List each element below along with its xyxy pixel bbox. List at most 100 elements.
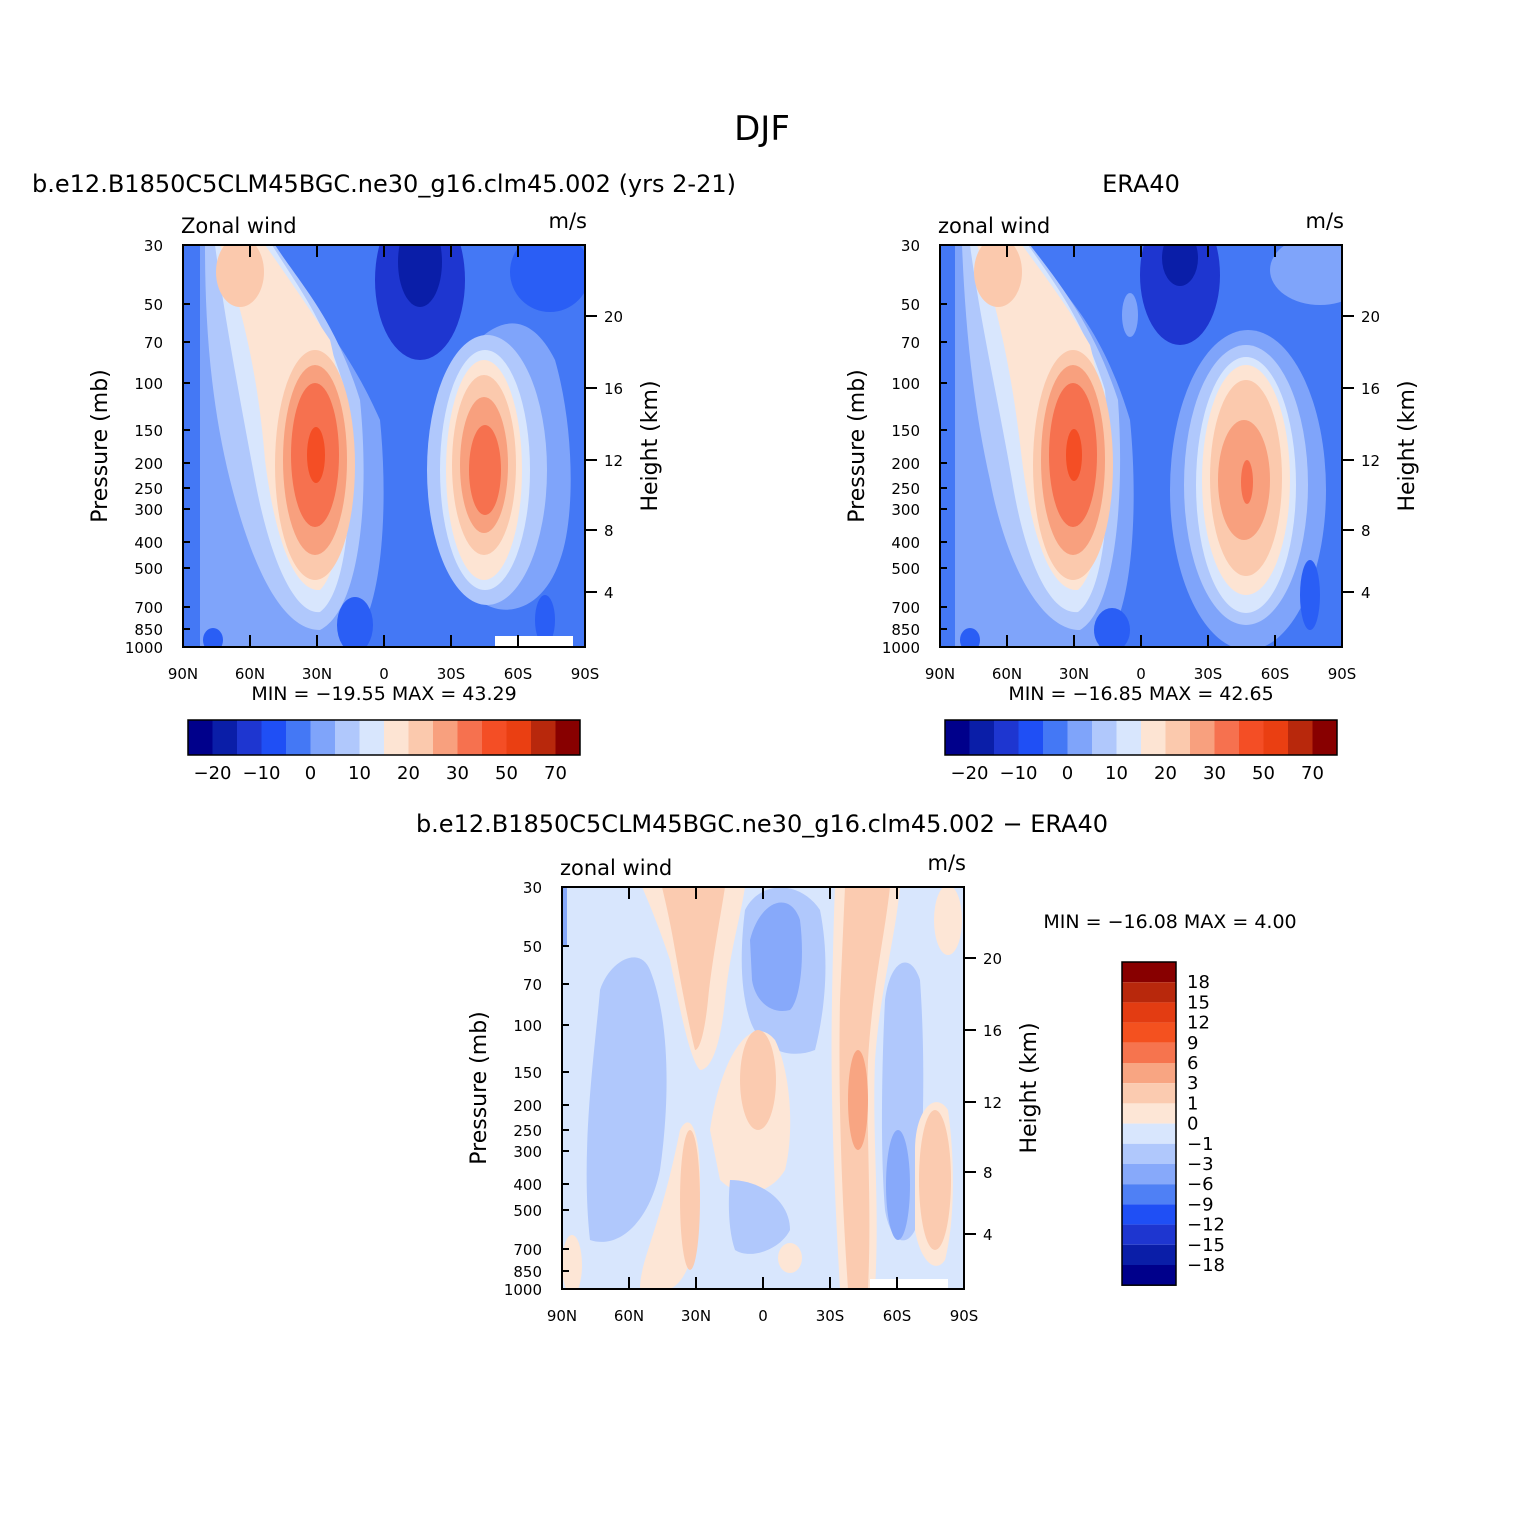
y-tick: 30 [144, 237, 163, 255]
y-tick: 300 [513, 1143, 542, 1161]
y-ticks-right: 20 16 12 8 4 [964, 950, 1002, 1244]
colorbar-box [384, 720, 409, 755]
x-tick: 60S [1261, 665, 1290, 683]
strat-warm [216, 245, 264, 307]
colorbar-box [1122, 1042, 1176, 1063]
x-tick: 30N [1059, 665, 1089, 683]
y-tick-right: 20 [604, 308, 623, 326]
colorbar-label: 0 [305, 763, 316, 784]
pos-region-4 [778, 1243, 802, 1273]
contour-field [940, 245, 1342, 647]
colorbar-box [1122, 1224, 1176, 1245]
colorbar-box [506, 720, 531, 755]
y-tick-right: 20 [983, 950, 1002, 968]
colorbar-box [408, 720, 433, 755]
y-tick: 250 [891, 480, 920, 498]
y-axis-label: Pressure (mb) [88, 369, 113, 523]
x-tick: 0 [1136, 665, 1146, 683]
y-tick-right: 20 [1361, 308, 1380, 326]
colorbar-label: 50 [1252, 763, 1275, 784]
polar-lobe [1270, 245, 1342, 305]
colorbar-box [1263, 720, 1288, 755]
colorbar-box [1165, 720, 1190, 755]
contour-field [562, 887, 964, 1289]
colorbar-box [1122, 1265, 1176, 1286]
x-tick: 90S [950, 1307, 979, 1325]
colorbar-box [286, 720, 311, 755]
colorbar: −20 −10 0 10 20 30 50 70 [187, 719, 581, 784]
y-tick-right: 4 [983, 1226, 993, 1244]
y-tick: 200 [134, 455, 163, 473]
x-tick: 30S [816, 1307, 845, 1325]
pos-region-3b [680, 1130, 700, 1270]
left-label: zonal wind [938, 214, 1050, 238]
y-tick: 500 [891, 560, 920, 578]
contour-bands [955, 245, 1342, 647]
strat-warm [974, 245, 1022, 307]
y-ticks-right: 20 16 12 8 4 [1342, 308, 1380, 602]
colorbar-box [1122, 1022, 1176, 1043]
y-axis-label-right: Height (km) [638, 380, 663, 511]
colorbar-labels: 18 15 12 9 6 3 1 0 −1 −3 −6 −9 −12 −15 −… [1187, 972, 1225, 1276]
surface-min-3 [535, 595, 555, 645]
x-ticks: 90N 60N 30N 0 30S 60S 90S [547, 887, 978, 1325]
colorbar-box [1122, 1184, 1176, 1205]
x-tick: 30S [1194, 665, 1223, 683]
colorbar-frame [944, 719, 1338, 756]
colorbar-box [1116, 720, 1141, 755]
colorbar-box [1122, 1164, 1176, 1185]
colorbar-label: 70 [1301, 763, 1324, 784]
left-label: zonal wind [560, 856, 672, 880]
colorbar-label: −3 [1187, 1154, 1214, 1175]
y-tick-right: 16 [1361, 380, 1380, 398]
y-ticks-right: 20 16 12 8 4 [585, 308, 623, 602]
colorbar-label: 18 [1187, 972, 1210, 993]
y-tick: 500 [134, 560, 163, 578]
colorbar-box [457, 720, 482, 755]
colorbar-label: 20 [397, 763, 420, 784]
colorbar-box [212, 720, 237, 755]
panel-model: b.e12.B1850C5CLM45BGC.ne30_g16.clm45.002… [32, 170, 736, 784]
colorbar-frame [187, 719, 581, 756]
right-label: m/s [1306, 209, 1344, 233]
y-tick: 70 [144, 334, 163, 352]
y-tick: 850 [134, 621, 163, 639]
colorbar-label: 30 [1203, 763, 1226, 784]
colorbar-label: −12 [1187, 1215, 1225, 1236]
y-tick: 1000 [882, 639, 920, 657]
surface-min-1 [1094, 608, 1130, 647]
colorbar-box [1043, 720, 1068, 755]
colorbar-label: 15 [1187, 992, 1210, 1013]
panel-title: ERA40 [1102, 170, 1180, 198]
y-tick: 400 [134, 534, 163, 552]
colorbar-label: −10 [243, 763, 281, 784]
colorbar-label: −20 [951, 763, 989, 784]
panel-title: b.e12.B1850C5CLM45BGC.ne30_g16.clm45.002… [416, 810, 1108, 838]
left-label: Zonal wind [181, 214, 297, 238]
y-tick: 30 [901, 237, 920, 255]
pos-region-8 [562, 1235, 582, 1289]
surface-min-1 [337, 597, 373, 647]
y-tick: 100 [891, 375, 920, 393]
colorbar-box [1067, 720, 1092, 755]
colorbar-box [1122, 962, 1176, 983]
colorbar-box [1141, 720, 1166, 755]
y-tick: 50 [901, 296, 920, 314]
y-tick: 70 [901, 334, 920, 352]
colorbar-label: −9 [1187, 1194, 1214, 1215]
y-tick-right: 16 [604, 380, 623, 398]
y-tick: 70 [523, 976, 542, 994]
y-tick: 500 [513, 1202, 542, 1220]
colorbar-box [1018, 720, 1043, 755]
colorbar-label: 9 [1187, 1033, 1198, 1054]
polar-edge [562, 887, 567, 947]
colorbar-box [1122, 1123, 1176, 1144]
x-tick: 90N [168, 665, 198, 683]
x-tick: 30N [681, 1307, 711, 1325]
y-tick-right: 4 [604, 584, 614, 602]
colorbar-frame [1121, 961, 1177, 1286]
y-axis-label-right: Height (km) [1395, 380, 1420, 511]
y-tick: 50 [523, 938, 542, 956]
colorbar-label: 70 [544, 763, 567, 784]
